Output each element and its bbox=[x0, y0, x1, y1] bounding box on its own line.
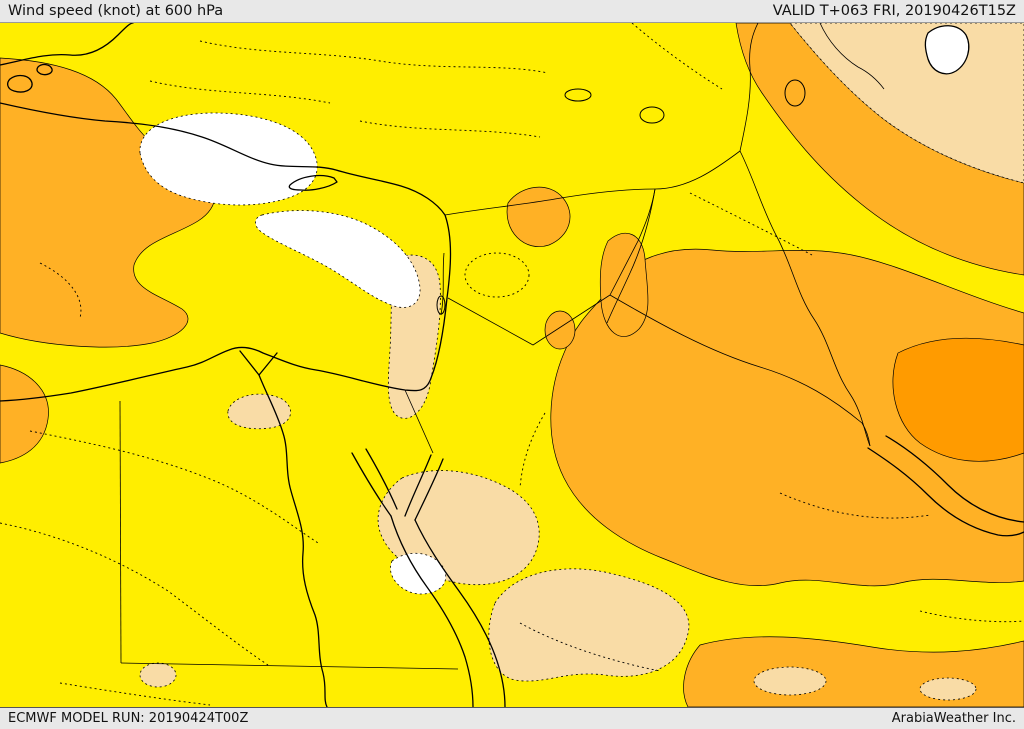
map-title: Wind speed (knot) at 600 hPa bbox=[8, 3, 224, 19]
libya-egypt-border bbox=[119, 400, 122, 664]
red-sea-east-coast bbox=[414, 519, 506, 707]
dotted-contour-layer bbox=[0, 23, 1024, 706]
dotted-contour-loop-syria bbox=[464, 252, 530, 298]
attribution-label: ArabiaWeather Inc. bbox=[891, 711, 1016, 726]
peach-band-south-center bbox=[488, 568, 690, 682]
gulf-of-suez bbox=[351, 448, 398, 517]
white-minimum-anatolia-east bbox=[255, 210, 421, 308]
white-minimum-anatolia-west bbox=[139, 112, 318, 206]
footer-bar: ECMWF MODEL RUN: 20190424T00Z ArabiaWeat… bbox=[0, 707, 1024, 729]
syria-iraq-border bbox=[606, 188, 656, 324]
iraq-saudi-border bbox=[609, 294, 871, 447]
orange-band-central-east bbox=[550, 248, 1024, 587]
weather-map-canvas bbox=[0, 23, 1024, 707]
marmara-islands bbox=[7, 63, 53, 93]
jordan-saudi-border bbox=[447, 294, 611, 346]
egypt-israel-border bbox=[404, 389, 434, 454]
valid-time-label: VALID T+063 FRI, 20190426T15Z bbox=[772, 3, 1016, 19]
mediterranean-coastline bbox=[0, 102, 452, 402]
dark-orange-core-east bbox=[892, 337, 1024, 462]
jordan-river-line bbox=[440, 252, 445, 316]
caucasus-border bbox=[819, 23, 885, 90]
peach-band-northeast-corner bbox=[789, 23, 1024, 184]
header-bar: Wind speed (knot) at 600 hPa VALID T+063… bbox=[0, 0, 1024, 23]
peach-patch-southeast-2 bbox=[919, 677, 977, 701]
black-sea-coast bbox=[0, 23, 134, 66]
turkey-syria-border bbox=[444, 150, 741, 216]
peach-patch-southwest bbox=[139, 662, 177, 688]
lake-tuz bbox=[564, 88, 592, 102]
turkey-iran-border bbox=[739, 23, 759, 152]
orange-band-west-mid bbox=[0, 364, 49, 464]
coastline-layer bbox=[0, 23, 1024, 707]
wind-speed-contour-map bbox=[0, 23, 1024, 707]
model-run-label: ECMWF MODEL RUN: 20190424T00Z bbox=[8, 711, 249, 726]
peach-patch-nile-delta bbox=[227, 393, 291, 430]
red-sea-west-coast bbox=[390, 515, 474, 707]
border-layer bbox=[119, 23, 885, 670]
nile-delta-branches bbox=[239, 350, 278, 376]
jordan-iraq-border bbox=[609, 188, 656, 296]
cyprus-island bbox=[288, 174, 338, 191]
lake-van bbox=[639, 106, 665, 124]
orange-band-west bbox=[0, 57, 216, 348]
lake-urmia bbox=[784, 79, 806, 107]
contour-fill-layer bbox=[0, 23, 1024, 707]
orange-patch-east-jordan bbox=[544, 310, 576, 350]
iraq-iran-border bbox=[739, 150, 871, 447]
persian-gulf-coast bbox=[867, 435, 1024, 537]
egypt-sudan-border bbox=[120, 662, 459, 670]
orange-patch-syria bbox=[506, 186, 571, 247]
nile-river bbox=[258, 374, 328, 707]
caspian-sea bbox=[924, 25, 970, 75]
peach-patch-southeast-1 bbox=[753, 666, 827, 696]
gulf-of-aqaba bbox=[404, 454, 444, 521]
